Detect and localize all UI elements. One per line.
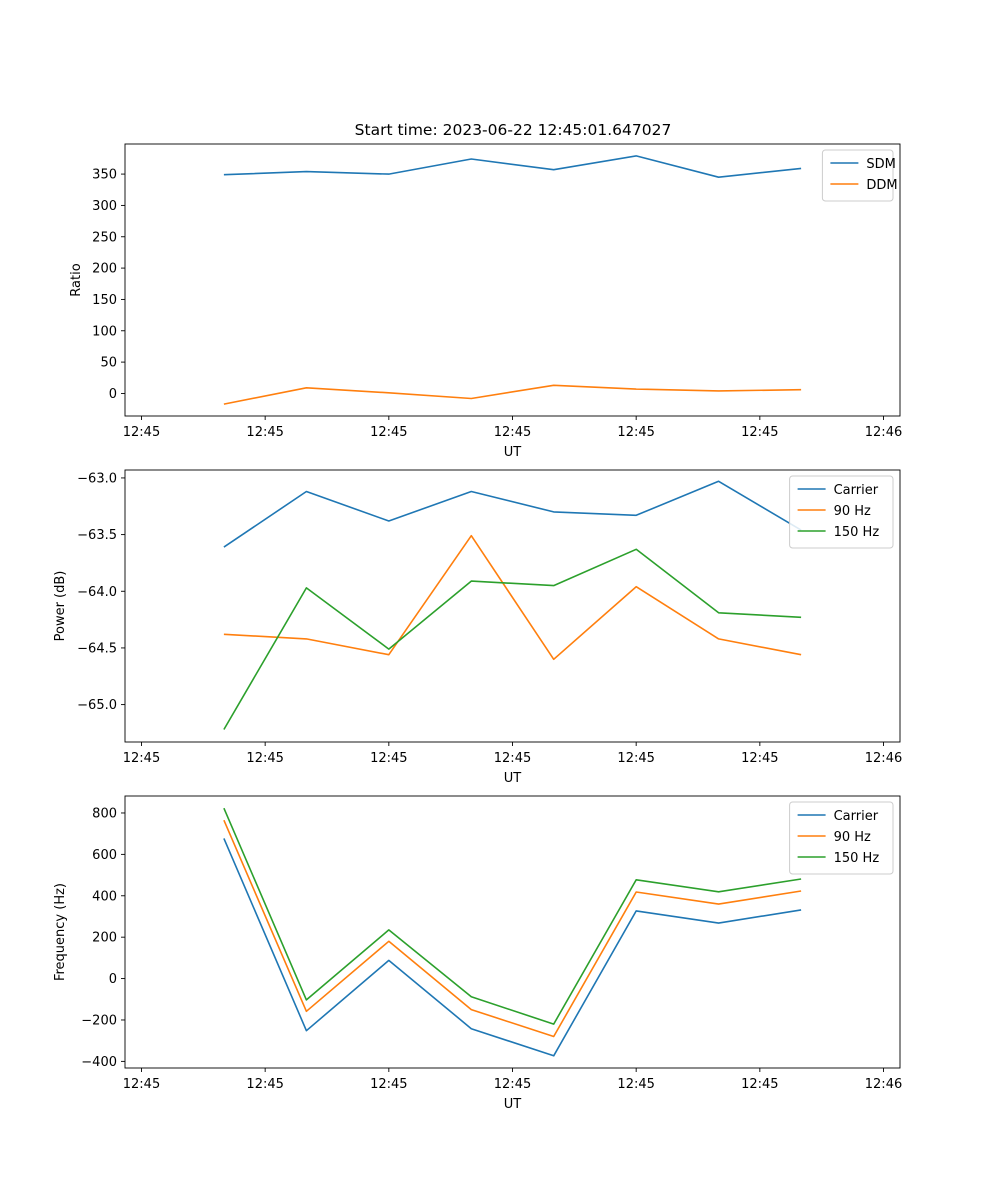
y-tick-label: 50 (100, 356, 117, 371)
charts: 12:45 12:45 12:45 12:45 12:45 12:45 12:46 0 50 10… (53, 143, 902, 1112)
y-tick-label: 0 (109, 972, 117, 987)
x-tick-label: 12:45 (741, 751, 778, 766)
y-tick-label: 300 (92, 199, 117, 214)
series-line-sdm (223, 155, 802, 178)
series-line-carrier (223, 480, 802, 548)
chart-panel-1: 12:45 12:45 12:45 12:45 12:45 12:45 12:46 0 50 10… (69, 143, 902, 460)
y-tick-label: −400 (81, 1055, 117, 1070)
legend-label: DDM (866, 178, 897, 193)
legend-box (789, 801, 894, 875)
y-tick-label: 800 (92, 806, 117, 821)
legend-label: 90 Hz (834, 830, 871, 845)
x-axis-label: UT (504, 445, 522, 460)
legend-box (789, 475, 894, 549)
x-tick-label: 12:45 (370, 751, 407, 766)
x-tick-label: 12:46 (865, 1077, 902, 1092)
y-tick-label: −64.5 (77, 641, 117, 656)
y-tick-label: 200 (92, 262, 117, 277)
legend-label: 90 Hz (834, 504, 871, 519)
y-tick-label: −63.5 (77, 528, 117, 543)
y-tick-label: −63.0 (77, 471, 117, 486)
x-tick-label: 12:46 (865, 425, 902, 440)
y-tick-label: −65.0 (77, 698, 117, 713)
y-tick-label: 100 (92, 324, 117, 339)
x-tick-label: 12:45 (617, 751, 654, 766)
y-tick-label: 600 (92, 848, 117, 863)
series-line-150-hz (223, 807, 802, 1025)
x-tick-label: 12:45 (123, 425, 160, 440)
chart-panel-2: 12:45 12:45 12:45 12:45 12:45 12:45 12:46 −65.0… (53, 469, 902, 786)
x-tick-label: 12:45 (246, 751, 283, 766)
x-tick-label: 12:45 (370, 1077, 407, 1092)
series-line-ddm (223, 384, 802, 405)
x-tick-label: 12:45 (494, 751, 531, 766)
x-tick-label: 12:45 (741, 425, 778, 440)
x-tick-label: 12:45 (494, 1077, 531, 1092)
chart-panel-3: 12:45 12:45 12:45 12:45 12:45 12:45 12:46 −400 −… (53, 795, 902, 1112)
x-tick-label: 12:45 (246, 1077, 283, 1092)
y-axis-label: Ratio (69, 263, 84, 296)
y-tick-label: 250 (92, 230, 117, 245)
x-tick-label: 12:45 (617, 1077, 654, 1092)
y-tick-label: −64.0 (77, 585, 117, 600)
series-line-150-hz (223, 548, 802, 730)
y-tick-label: 200 (92, 931, 117, 946)
y-tick-label: 0 (109, 387, 117, 402)
y-axis-label: Power (dB) (53, 571, 68, 642)
x-tick-label: 12:45 (741, 1077, 778, 1092)
x-tick-label: 12:45 (617, 425, 654, 440)
x-tick-label: 12:45 (370, 425, 407, 440)
x-tick-label: 12:45 (123, 1077, 160, 1092)
x-axis-label: UT (504, 771, 522, 786)
legend-label: 150 Hz (834, 525, 880, 540)
x-tick-label: 12:46 (865, 751, 902, 766)
y-axis-label: Frequency (Hz) (53, 883, 68, 981)
legend-label: SDM (866, 157, 895, 172)
legend-label: 150 Hz (834, 851, 880, 866)
y-tick-label: 150 (92, 293, 117, 308)
x-tick-label: 12:45 (246, 425, 283, 440)
x-tick-label: 12:45 (123, 751, 160, 766)
legend-label: Carrier (834, 809, 879, 824)
x-axis-label: UT (504, 1097, 522, 1112)
y-tick-label: 350 (92, 168, 117, 183)
figure-title: Start time: 2023-06-22 12:45:01.647027 (355, 121, 672, 139)
y-tick-label: 400 (92, 889, 117, 904)
y-tick-label: −200 (81, 1013, 117, 1028)
legend-label: Carrier (834, 483, 879, 498)
series-line-carrier (223, 838, 802, 1057)
x-tick-label: 12:45 (494, 425, 531, 440)
series-line-90-hz (223, 819, 802, 1038)
series-line-90-hz (223, 534, 802, 661)
